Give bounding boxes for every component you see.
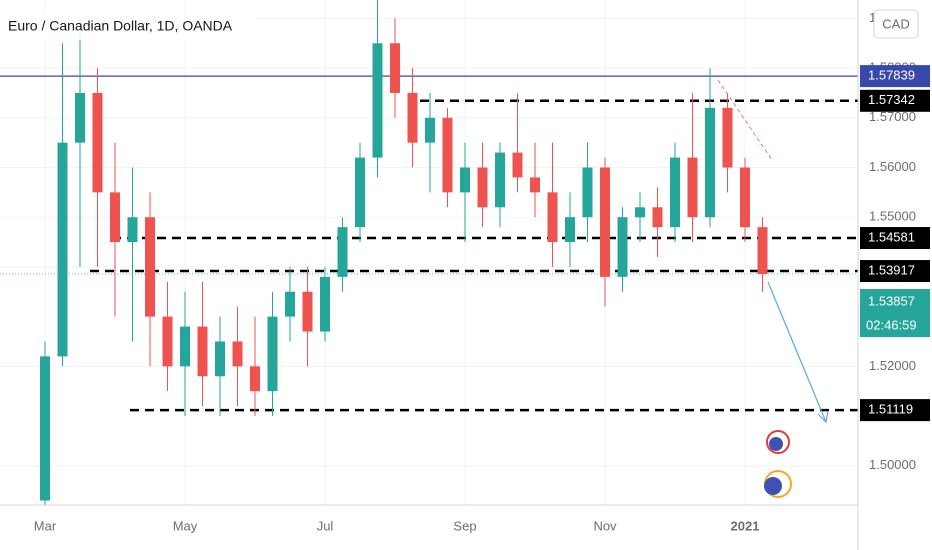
- level-box: [860, 399, 930, 422]
- candle-body: [582, 167, 593, 218]
- candle-body: [407, 92, 418, 143]
- level-label: 1.51119: [868, 402, 913, 417]
- trend-line: [717, 79, 773, 161]
- candle-body: [705, 107, 715, 218]
- blue-level-box: [860, 65, 930, 88]
- candle-body: [355, 157, 365, 228]
- candle-body: [740, 167, 750, 228]
- levels: [0, 75, 858, 412]
- candle-body: [390, 43, 400, 93]
- candle-body: [600, 167, 610, 277]
- candle-body: [722, 107, 733, 168]
- level-box: [860, 89, 930, 112]
- candle-body: [215, 341, 225, 377]
- x-tick-label: Nov: [593, 518, 617, 533]
- candle-body: [477, 167, 488, 208]
- chart-title: Euro / Canadian Dollar, 1D, OANDA: [8, 18, 233, 34]
- time-axis: Mar May Jul Sep Nov 2021: [34, 518, 760, 533]
- level-label: 1.53917: [868, 262, 915, 277]
- candle-body: [547, 192, 558, 243]
- countdown-label: 02:46:59: [866, 317, 917, 332]
- title-bg: [0, 14, 255, 40]
- candle-body: [337, 227, 348, 277]
- candle-body: [285, 291, 295, 317]
- candle-body: [425, 117, 435, 143]
- candle-body: [512, 152, 523, 178]
- last-price-label: 1.53857: [868, 293, 915, 308]
- candle-body: [372, 43, 383, 158]
- level-label: 1.54581: [868, 229, 915, 244]
- x-tick-label: May: [173, 518, 198, 533]
- candle-body: [110, 192, 120, 243]
- level-box: [860, 260, 930, 283]
- event-icons: [764, 430, 792, 498]
- candles: [40, 0, 768, 506]
- y-tick-label: 1.50000: [869, 457, 916, 472]
- candle-body: [442, 117, 453, 193]
- candle-body: [302, 291, 313, 332]
- currency-label: CAD: [882, 16, 909, 31]
- candle-body: [565, 217, 575, 243]
- candle-body: [197, 326, 208, 377]
- y-tick-label: 1.52000: [869, 358, 916, 373]
- candle-body: [232, 341, 243, 367]
- candle-body: [617, 217, 628, 277]
- arrow-head: [817, 410, 829, 424]
- candle-body: [670, 157, 680, 228]
- y-tick-label: 1.56000: [869, 159, 916, 174]
- candle-body: [75, 92, 85, 143]
- event-icon: [769, 437, 783, 451]
- candle-body: [687, 157, 698, 218]
- x-tick-label: Jul: [317, 518, 334, 533]
- level-label: 1.57342: [868, 92, 915, 107]
- candle-body: [145, 217, 155, 317]
- x-tick-label: Sep: [453, 518, 476, 533]
- candle-body: [320, 276, 330, 332]
- y-tick-label: 1.55000: [869, 209, 916, 224]
- candle-body: [460, 167, 470, 193]
- blue-level-label: 1.57839: [868, 68, 915, 83]
- candle-body: [267, 316, 278, 392]
- candle-body: [57, 142, 68, 357]
- projection-arrow: [767, 281, 827, 423]
- y-tick-label: 1.57000: [869, 109, 916, 124]
- currency-button[interactable]: [873, 9, 919, 39]
- x-tick-label: Mar: [34, 518, 57, 533]
- candle-body: [127, 217, 138, 243]
- candle-body: [635, 207, 645, 218]
- candle-body: [162, 316, 173, 367]
- candle-body: [530, 177, 540, 193]
- candle-body: [495, 152, 505, 208]
- candle-body: [40, 356, 50, 501]
- candle-body: [652, 207, 663, 228]
- level-box: [860, 227, 930, 250]
- candle-body: [180, 326, 190, 367]
- x-tick-label: 2021: [731, 518, 760, 533]
- event-icon: [764, 477, 782, 495]
- candle-body: [757, 227, 768, 275]
- price-axis: 1.500001.520001.540001.550001.560001.570…: [860, 10, 930, 472]
- candle-body: [250, 366, 260, 392]
- candle-body: [92, 92, 103, 193]
- last-price-box: [860, 289, 930, 338]
